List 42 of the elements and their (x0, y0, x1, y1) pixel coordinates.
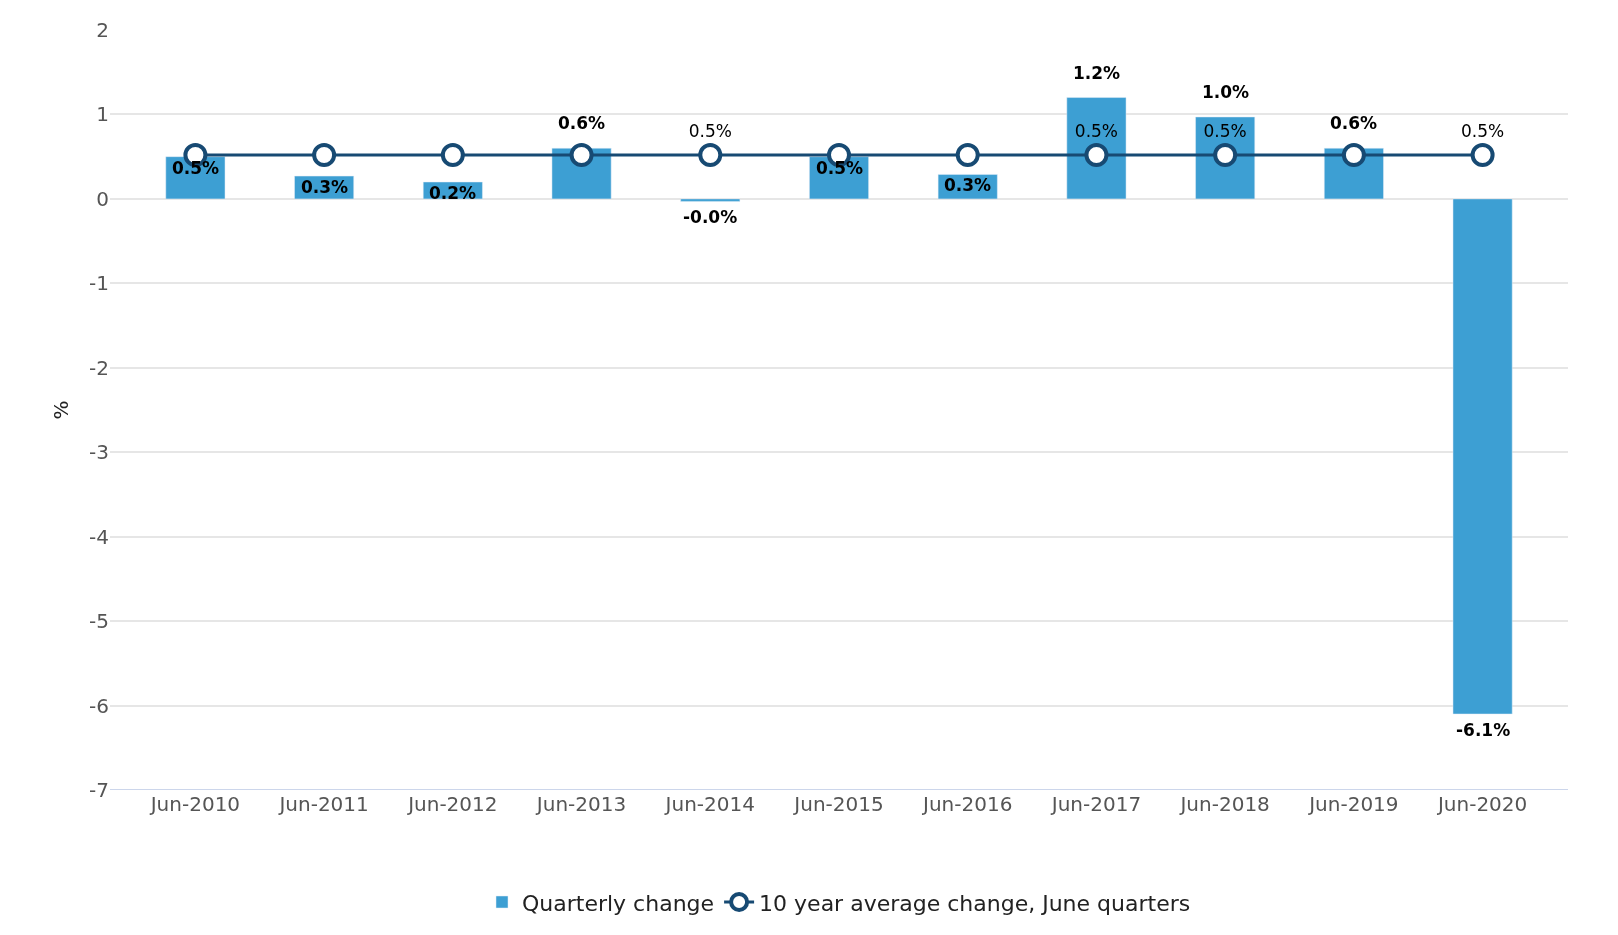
y-tick-label: -2 (89, 355, 109, 380)
x-tick-label: Jun-2015 (792, 792, 884, 816)
data-label: 0.5% (1203, 121, 1247, 142)
y-tick-label: -7 (89, 778, 109, 802)
bar (1066, 97, 1127, 200)
y-tick-label: -1 (89, 271, 109, 296)
y-tick-label: -3 (89, 440, 109, 465)
x-tick-label: Jun-2017 (1049, 792, 1142, 816)
data-label: 0.3% (944, 175, 992, 195)
y-tick-label: -5 (89, 609, 109, 634)
data-label: 0.5% (172, 158, 220, 178)
data-label: 1.2% (1073, 63, 1121, 83)
data-label: -0.0% (683, 207, 738, 227)
y-tick-label: 0 (96, 186, 109, 211)
data-label: 0.2% (429, 183, 477, 203)
data-label: 0.5% (816, 158, 864, 178)
y-tick-label: 1 (96, 102, 109, 127)
y-tick-label: -4 (89, 524, 109, 549)
legend-label: Quarterly change (522, 890, 715, 916)
x-tick-label: Jun-2020 (1435, 792, 1528, 816)
data-label: 0.5% (1461, 121, 1505, 142)
data-label: 0.5% (688, 121, 732, 142)
x-tick-label: Jun-2010 (148, 792, 241, 816)
bar (1452, 198, 1513, 715)
data-label: 0.6% (1330, 113, 1378, 133)
x-tick-label: Jun-2011 (277, 792, 369, 816)
x-tick-label: Jun-2019 (1307, 792, 1399, 816)
y-tick-label: -6 (89, 693, 109, 718)
data-label: 1.0% (1202, 82, 1250, 102)
bar (680, 198, 741, 202)
y-axis-title: % (48, 400, 73, 420)
legend-label: 10 year average change, June quarters (759, 890, 1191, 916)
x-tick-label: Jun-2012 (406, 792, 498, 816)
x-tick-label: Jun-2016 (921, 792, 1013, 816)
x-tick-label: Jun-2018 (1178, 792, 1270, 816)
data-label: 0.6% (558, 113, 606, 133)
data-label: 0.5% (1074, 121, 1119, 142)
x-tick-label: Jun-2014 (663, 792, 755, 816)
data-label: -6.1% (1456, 720, 1511, 740)
x-tick-label: Jun-2013 (534, 792, 627, 816)
data-label: 0.3% (301, 177, 349, 197)
y-tick-label: 2 (96, 18, 109, 42)
